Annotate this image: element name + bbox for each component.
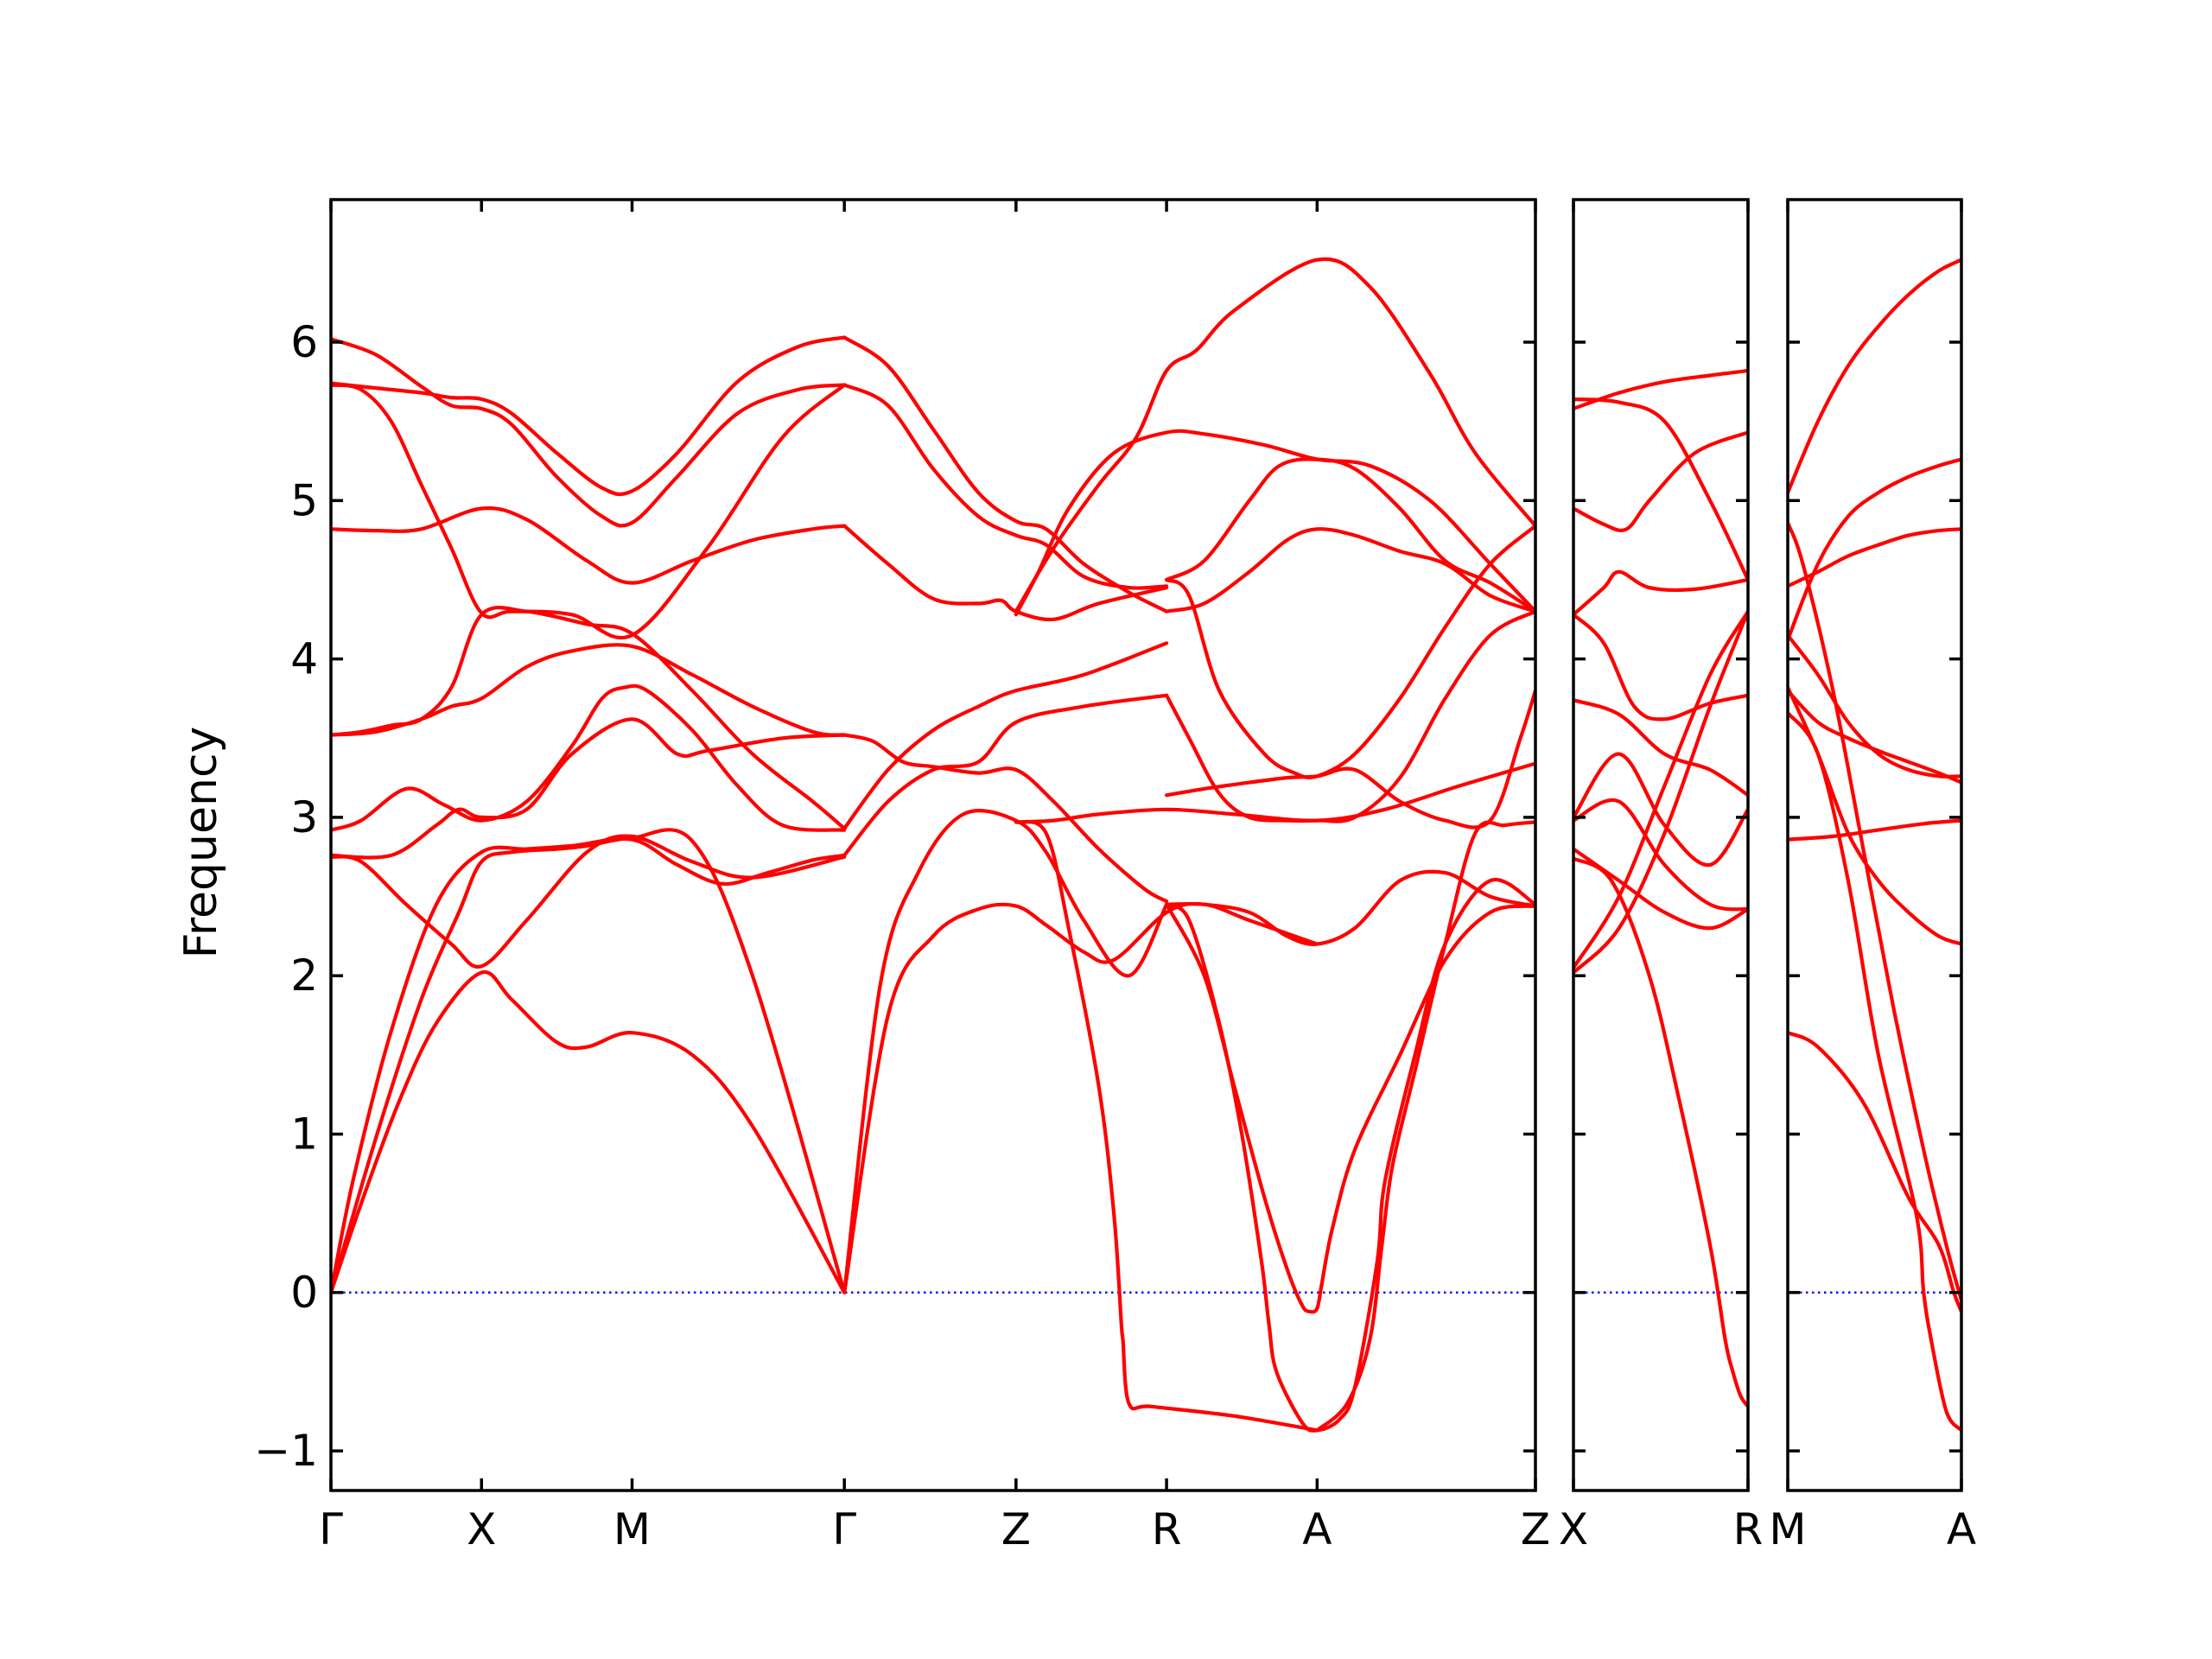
phonon-band-4 bbox=[1573, 847, 1748, 931]
phonon-band-33 bbox=[1315, 820, 1535, 1433]
phonon-band-11 bbox=[331, 335, 847, 497]
panel-frame bbox=[329, 198, 1537, 1492]
phonon-band-1 bbox=[1788, 1031, 1961, 1313]
y-axis-label: Frequency bbox=[175, 727, 227, 959]
phonon-band-24 bbox=[1165, 457, 1535, 613]
panel-frame bbox=[1572, 198, 1750, 1492]
panel-frame bbox=[1786, 198, 1963, 1492]
y-tick-label: 3 bbox=[290, 792, 318, 842]
phonon-band-11 bbox=[1573, 397, 1748, 582]
phonon-band-2 bbox=[1788, 818, 1961, 842]
phonon-band-22 bbox=[1014, 429, 1535, 617]
phonon-band-28 bbox=[1014, 761, 1535, 824]
phonon-band-19 bbox=[842, 383, 1169, 590]
x-tick-label: A bbox=[1947, 1504, 1976, 1554]
phonon-band-29 bbox=[1165, 869, 1535, 946]
x-tick-label: X bbox=[467, 1504, 496, 1554]
phonon-band-12 bbox=[331, 337, 847, 528]
x-tick-label: R bbox=[1733, 1504, 1764, 1554]
x-tick-label: R bbox=[1152, 1504, 1182, 1554]
phonon-band-3 bbox=[1788, 710, 1961, 1433]
phonon-band-1 bbox=[331, 969, 847, 1294]
phonon-band-30 bbox=[1014, 819, 1319, 1433]
y-tick-label: 1 bbox=[290, 1109, 318, 1160]
phonon-band-9 bbox=[1788, 257, 1961, 495]
x-tick-label: Γ bbox=[832, 1504, 856, 1554]
y-tick-label: −1 bbox=[254, 1426, 318, 1476]
phonon-band-4 bbox=[331, 834, 847, 969]
y-tick-label: 2 bbox=[290, 950, 318, 1001]
phonon-band-6 bbox=[1788, 689, 1961, 785]
phonon-band-5 bbox=[331, 683, 847, 832]
phonon-band-8 bbox=[1788, 527, 1961, 588]
phonon-band-1 bbox=[1573, 856, 1748, 1408]
phonon-band-16 bbox=[842, 693, 1169, 857]
phonon-band-2 bbox=[331, 828, 847, 1294]
phonon-band-8 bbox=[1573, 613, 1748, 721]
y-tick-label: 5 bbox=[290, 475, 318, 525]
phonon-band-5 bbox=[1788, 633, 1961, 779]
phonon-band-12 bbox=[1573, 368, 1748, 411]
phonon-band-18 bbox=[842, 524, 1169, 622]
phonon-band-10 bbox=[331, 383, 847, 640]
x-tick-label: A bbox=[1302, 1504, 1332, 1554]
phonon-band-9 bbox=[331, 505, 847, 585]
phonon-band-25 bbox=[1165, 527, 1535, 613]
phonon-band-6 bbox=[1573, 752, 1748, 868]
phonon-band-15 bbox=[842, 733, 1169, 904]
x-tick-label: Z bbox=[1521, 1504, 1550, 1554]
phonon-band-17 bbox=[842, 641, 1169, 830]
band-group bbox=[331, 257, 1535, 1433]
phonon-band-27 bbox=[1165, 689, 1535, 830]
phonon-band-5 bbox=[1573, 798, 1748, 912]
y-tick-label: 0 bbox=[290, 1268, 318, 1318]
phonon-band-21 bbox=[1014, 257, 1535, 613]
x-tick-label: Z bbox=[1001, 1504, 1031, 1554]
y-tick-labels: −1 0 1 2 3 4 5 6 bbox=[254, 317, 318, 1476]
band-group bbox=[1573, 368, 1748, 1408]
phonon-band-20 bbox=[842, 335, 1169, 613]
phonon-band-23 bbox=[1165, 524, 1535, 779]
x-tick-label: M bbox=[1769, 1504, 1806, 1554]
phonon-band-6 bbox=[331, 717, 847, 860]
phonon-band-8 bbox=[331, 643, 847, 737]
phonon-band-3 bbox=[1573, 609, 1748, 970]
phonon-band-10 bbox=[1573, 430, 1748, 533]
x-tick-label: X bbox=[1559, 1504, 1588, 1554]
phonon-band-14 bbox=[842, 808, 1169, 1294]
phonon-band-7 bbox=[1788, 457, 1961, 642]
x-tick-label: Γ bbox=[319, 1504, 343, 1554]
phonon-band-31 bbox=[1165, 902, 1535, 1314]
x-tick-label: M bbox=[613, 1504, 651, 1554]
phonon-band-26 bbox=[1165, 609, 1535, 823]
phonon-band-9 bbox=[1573, 569, 1748, 617]
phonon-band-10 bbox=[1788, 520, 1961, 1303]
y-tick-label: 4 bbox=[290, 634, 318, 684]
phonon-band-7 bbox=[1573, 698, 1748, 798]
band-group bbox=[1788, 257, 1961, 1433]
y-tick-label: 6 bbox=[290, 317, 318, 367]
phonon-band-4 bbox=[1788, 685, 1961, 946]
phonon-band-13 bbox=[842, 901, 1319, 1294]
